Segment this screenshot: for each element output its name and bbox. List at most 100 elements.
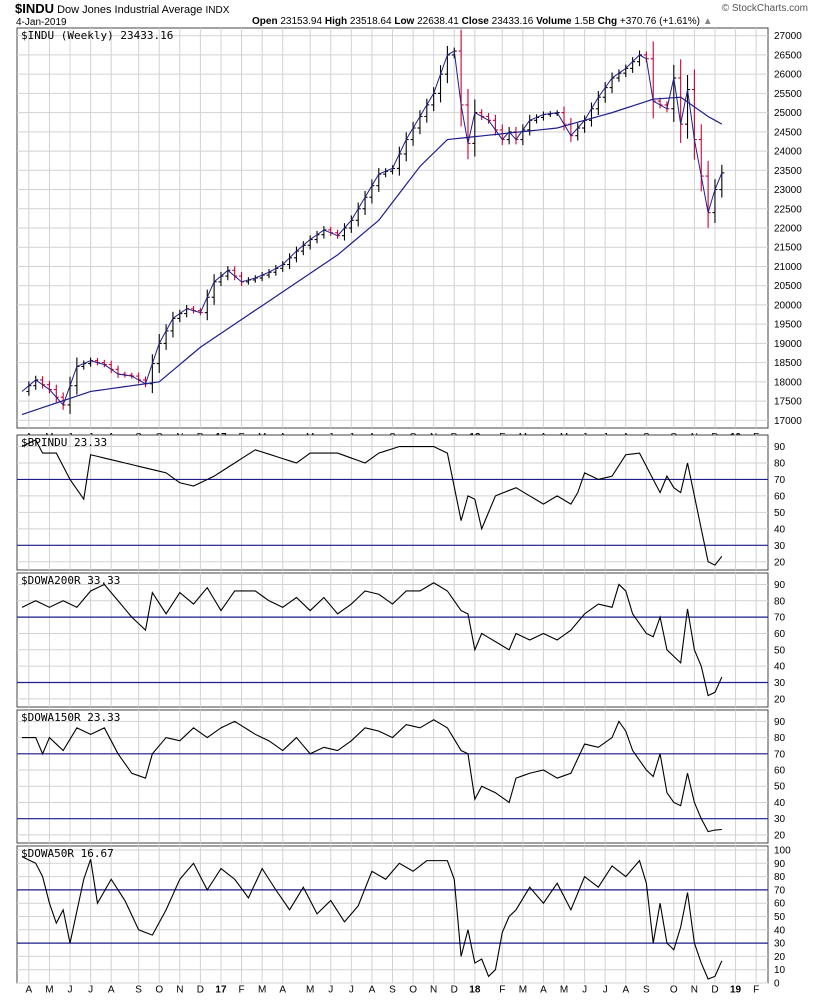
x-tick-label: M — [560, 985, 568, 996]
y-tick-label: 50 — [774, 782, 786, 793]
x-tick-label: O — [670, 985, 678, 996]
x-tick-label: 17 — [215, 985, 227, 996]
y-tick-label: 50 — [774, 645, 786, 656]
y-tick-label: 30 — [774, 814, 786, 825]
panel-title: $DOWA200R 33.33 — [21, 574, 120, 587]
chart-date: 4-Jan-2019 — [16, 17, 67, 28]
y-tick-label: 20500 — [774, 281, 802, 292]
y-tick-label: 24500 — [774, 127, 802, 138]
x-tick-label: J — [349, 985, 354, 996]
y-tick-label: 26500 — [774, 50, 802, 61]
y-tick-label: 60 — [774, 766, 786, 777]
y-tick-label: 20 — [774, 557, 786, 568]
y-tick-label: 60 — [774, 491, 786, 502]
exchange-label: INDX — [205, 5, 230, 16]
y-tick-label: 27000 — [774, 31, 802, 42]
y-tick-label: 17500 — [774, 397, 802, 408]
y-tick-label: 60 — [774, 899, 786, 910]
chg-label: Chg — [597, 16, 618, 27]
x-tick-label: N — [430, 985, 437, 996]
indicator-line — [21, 582, 723, 697]
y-tick-label: 80 — [774, 872, 786, 883]
x-tick-label: O — [409, 985, 417, 996]
y-tick-label: 19500 — [774, 320, 802, 331]
y-tick-label: 70 — [774, 475, 786, 486]
x-tick-label: F — [239, 985, 245, 996]
close-value: 23433.16 — [491, 16, 534, 27]
x-tick-label: J — [603, 985, 608, 996]
y-tick-label: 30 — [774, 541, 786, 552]
chart-header-top: $INDU Dow Jones Industrial Average INDX — [15, 1, 229, 16]
index-name: Dow Jones Industrial Average — [57, 4, 203, 16]
y-tick-label: 80 — [774, 596, 786, 607]
chg-value: +370.76 (+1.61%) — [619, 16, 700, 27]
y-tick-label: 21500 — [774, 243, 802, 254]
y-tick-label: 30 — [774, 939, 786, 950]
x-tick-label: O — [155, 985, 163, 996]
x-tick-label: N — [176, 985, 183, 996]
y-tick-label: 100 — [774, 845, 791, 856]
up-arrow-icon: ▲ — [702, 16, 713, 27]
low-value: 22638.41 — [417, 16, 459, 27]
high-value: 23518.64 — [349, 16, 392, 27]
y-tick-label: 90 — [774, 580, 786, 591]
y-tick-label: 30 — [774, 678, 786, 689]
y-tick-label: 20 — [774, 952, 786, 963]
x-tick-label: M — [519, 985, 527, 996]
y-tick-label: 22000 — [774, 224, 802, 235]
y-tick-label: 23500 — [774, 166, 802, 177]
y-tick-label: 80 — [774, 733, 786, 744]
x-tick-label: D — [197, 985, 204, 996]
volume-label: Volume — [536, 16, 572, 27]
y-tick-label: 18500 — [774, 358, 802, 369]
x-tick-label: S — [135, 985, 142, 996]
y-tick-label: 70 — [774, 885, 786, 896]
y-tick-label: 22500 — [774, 204, 802, 215]
y-tick-label: 90 — [774, 859, 786, 870]
x-tick-label: J — [68, 985, 73, 996]
y-tick-label: 40 — [774, 662, 786, 673]
y-tick-label: 19000 — [774, 339, 802, 350]
y-tick-label: 20 — [774, 830, 786, 841]
x-tick-label: D — [451, 985, 458, 996]
x-tick-label: M — [45, 985, 53, 996]
indicator-line — [22, 719, 722, 833]
y-tick-label: 70 — [774, 749, 786, 760]
open-value: 23153.94 — [280, 16, 323, 27]
x-tick-label: 18 — [469, 985, 481, 996]
x-tick-label: M — [306, 985, 314, 996]
y-tick-label: 40 — [774, 798, 786, 809]
y-tick-label: 70 — [774, 613, 786, 624]
y-tick-label: 50 — [774, 912, 786, 923]
panel-title: $INDU (Weekly) 23433.16 — [21, 29, 173, 42]
y-tick-label: 26000 — [774, 70, 802, 81]
y-tick-label: 40 — [774, 524, 786, 535]
moving-average-line — [21, 96, 723, 416]
x-tick-label: N — [691, 985, 698, 996]
y-tick-label: 20 — [774, 694, 786, 705]
y-tick-label: 23000 — [774, 185, 802, 196]
x-tick-label: F — [753, 985, 759, 996]
panel-title: $DOWA150R 23.33 — [21, 711, 120, 724]
x-tick-label: F — [499, 985, 505, 996]
y-tick-label: 0 — [774, 979, 780, 990]
y-tick-label: 17000 — [774, 416, 802, 427]
y-tick-label: 20000 — [774, 300, 802, 311]
x-tick-label: J — [88, 985, 93, 996]
x-tick-label: J — [582, 985, 587, 996]
volume-value: 1.5B — [574, 16, 595, 27]
x-tick-label: D — [711, 985, 718, 996]
y-tick-label: 10 — [774, 965, 786, 976]
panel-title: $BPINDU 23.33 — [21, 436, 107, 449]
stockcharts-brand[interactable]: © StockCharts.com — [721, 3, 808, 14]
x-tick-label: A — [279, 985, 286, 996]
high-label: High — [324, 16, 348, 27]
x-tick-label: S — [389, 985, 396, 996]
ohlc-readout: Open 23153.94 High 23518.64 Low 22638.41… — [252, 16, 713, 27]
y-tick-label: 90 — [774, 717, 786, 728]
open-label: Open — [252, 16, 278, 27]
y-tick-label: 21000 — [774, 262, 802, 273]
x-tick-label: S — [643, 985, 650, 996]
y-tick-label: 25500 — [774, 89, 802, 100]
